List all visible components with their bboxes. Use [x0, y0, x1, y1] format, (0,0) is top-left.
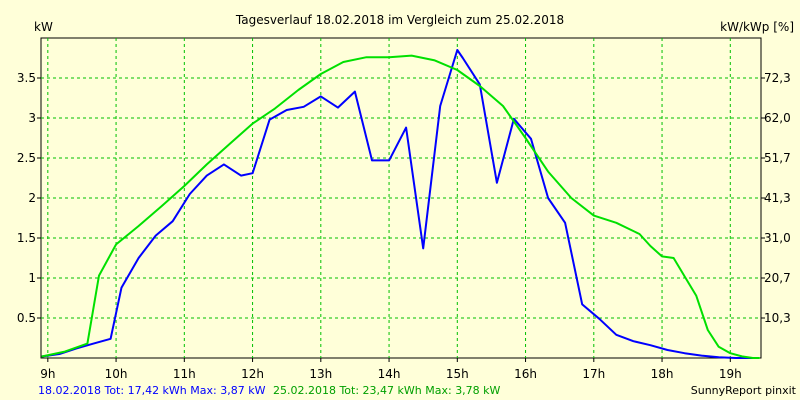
- y-axis-label: kW: [34, 20, 53, 34]
- y2-tick-label: 41,3: [764, 191, 791, 205]
- series-layer: [41, 49, 760, 359]
- x-tick-label: 10h: [105, 367, 128, 381]
- series-line-2: [41, 54, 760, 359]
- chart-title: Tagesverlauf 18.02.2018 im Vergleich zum…: [235, 13, 564, 27]
- footer-legend: 18.02.2018 Tot: 17,42 kWh Max: 3,87 kW 2…: [38, 384, 501, 397]
- grid-layer: [41, 38, 761, 358]
- y-tick-label: 3: [28, 111, 36, 125]
- x-tick-label: 14h: [378, 367, 401, 381]
- footer-credit: SunnyReport pinxit: [691, 384, 797, 397]
- y2-tick-label: 10,3: [764, 311, 791, 325]
- x-tick-label: 18h: [651, 367, 674, 381]
- y2-tick-label: 20,7: [764, 271, 791, 285]
- x-tick-label: 19h: [719, 367, 742, 381]
- x-tick-label: 17h: [582, 367, 605, 381]
- y-tick-label: 1.5: [17, 231, 36, 245]
- y-tick-label: 1: [28, 271, 36, 285]
- y-tick-label: 0.5: [17, 311, 36, 325]
- x-tick-label: 9h: [40, 367, 55, 381]
- y-tick-label: 2.5: [17, 151, 36, 165]
- x-tick-label: 15h: [446, 367, 469, 381]
- tick-layer: 9h 10h 11h 12h 13h 14h 15h 16h 17h 18h 19h 0.5 1 1.5 2…: [17, 71, 791, 381]
- y-tick-label: 2: [28, 191, 36, 205]
- y2-tick-label: 31,0: [764, 231, 791, 245]
- x-tick-label: 16h: [514, 367, 537, 381]
- x-tick-label: 11h: [173, 367, 196, 381]
- legend-series-2: 25.02.2018 Tot: 23,47 kWh Max: 3,78 kW: [273, 384, 501, 397]
- legend-series-1: 18.02.2018 Tot: 17,42 kWh Max: 3,87 kW: [38, 384, 266, 397]
- y2-tick-label: 51,7: [764, 151, 791, 165]
- y-tick-label: 3.5: [17, 71, 36, 85]
- x-tick-label: 13h: [309, 367, 332, 381]
- y2-tick-label: 62,0: [764, 111, 791, 125]
- y2-axis-label: kW/kWp [%]: [720, 20, 794, 34]
- series-line-1: [41, 49, 754, 359]
- y2-tick-label: 72,3: [764, 71, 791, 85]
- x-tick-label: 12h: [241, 367, 264, 381]
